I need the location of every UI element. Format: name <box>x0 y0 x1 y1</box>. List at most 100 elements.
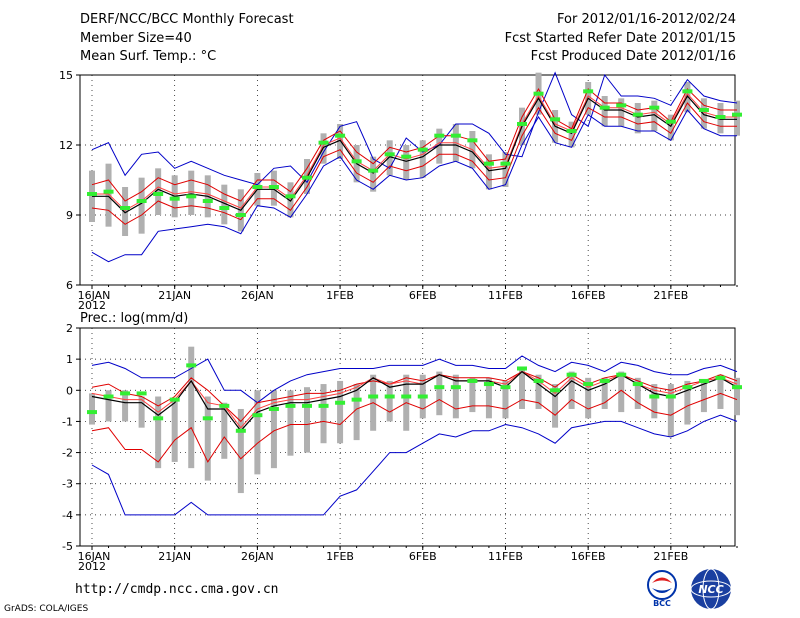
obs-marker <box>252 413 263 418</box>
obs-marker <box>583 89 594 94</box>
obs-marker <box>715 375 726 380</box>
x-tick-label: 1FEB <box>326 550 354 563</box>
ncc-logo-disc <box>691 569 731 609</box>
spread-bar <box>155 168 162 215</box>
obs-marker <box>649 105 660 110</box>
spread-bar <box>122 187 129 236</box>
spread-bar <box>370 156 377 192</box>
spread-bar <box>634 103 641 134</box>
spread-bar <box>138 177 145 234</box>
x-tick-label: 11FEB <box>488 289 523 302</box>
min-line <box>91 414 738 516</box>
lower-quartile-line <box>91 102 737 225</box>
y-tick-label: 2 <box>66 322 73 335</box>
spread-bar <box>634 377 641 409</box>
upper-quartile-line <box>91 371 738 423</box>
spread-bar <box>469 377 476 413</box>
spread-bar <box>734 100 740 136</box>
bcc-logo-ring <box>647 570 677 600</box>
spread-bar <box>155 396 162 469</box>
obs-marker <box>87 410 97 415</box>
y-tick-label: 1 <box>66 353 73 366</box>
spread-bar <box>452 374 459 419</box>
obs-marker <box>235 213 246 217</box>
obs-marker <box>500 385 511 390</box>
obs-marker <box>616 103 627 108</box>
y-tick-label: -1 <box>62 415 73 428</box>
obs-marker <box>120 391 131 396</box>
y-tick-label: 15 <box>59 69 73 82</box>
spread-bar <box>188 170 195 215</box>
spread-bar <box>618 371 625 413</box>
obs-marker <box>219 206 230 210</box>
spread-bar <box>337 124 344 159</box>
obs-marker <box>649 394 660 399</box>
spread-bar <box>717 374 724 409</box>
obs-marker <box>136 199 147 203</box>
obs-marker <box>186 194 197 199</box>
obs-marker <box>235 428 246 433</box>
spread-bar <box>204 396 211 481</box>
lower-quartile-line <box>91 389 738 463</box>
prec-panel-title: Prec.: log(mm/d) <box>80 311 188 326</box>
footer-url[interactable]: http://cmdp.ncc.cma.gov.cn <box>75 582 279 597</box>
obs-marker <box>169 397 180 402</box>
spread-bar <box>221 402 228 459</box>
obs-marker <box>550 388 561 393</box>
obs-marker <box>302 403 312 408</box>
obs-marker <box>153 192 164 196</box>
obs-marker <box>732 112 742 117</box>
obs-marker <box>335 400 346 405</box>
x-tick-label: 21FEB <box>653 289 688 302</box>
obs-marker <box>368 394 379 399</box>
start-date: Fcst Started Refer Date 2012/01/15 <box>504 31 736 46</box>
x-tick-label: 21JAN <box>158 289 191 302</box>
spread-bar <box>419 140 426 178</box>
variable-label: Mean Surf. Temp.: °C <box>80 49 217 64</box>
obs-marker <box>434 385 445 390</box>
obs-marker <box>186 363 197 368</box>
spread-bar <box>89 393 95 425</box>
min-line <box>91 109 737 263</box>
y-tick-label: -3 <box>62 478 73 491</box>
max-line <box>91 355 738 404</box>
obs-marker <box>665 394 676 399</box>
x-tick-label: 21JAN <box>158 550 191 563</box>
obs-marker <box>103 189 114 194</box>
x-tick-label: 2012 <box>78 560 106 573</box>
spread-bar <box>287 182 294 218</box>
spread-bar <box>337 380 344 444</box>
x-tick-label: 21FEB <box>653 550 688 563</box>
obs-marker <box>202 416 213 421</box>
obs-marker <box>434 133 445 138</box>
obs-marker <box>285 194 296 199</box>
spread-bar <box>502 380 509 419</box>
panel-frame <box>79 74 736 286</box>
x-tick-label: 26JAN <box>241 289 274 302</box>
spread-bar <box>585 377 592 419</box>
obs-marker <box>202 199 213 203</box>
x-tick-label: 6FEB <box>409 550 437 563</box>
obs-marker <box>384 152 395 157</box>
spread-bar <box>568 121 575 148</box>
y-tick-label: 12 <box>59 139 73 152</box>
obs-marker <box>401 154 412 159</box>
spread-bar <box>237 408 244 494</box>
spread-bar <box>221 184 228 225</box>
upper-quartile-line <box>91 87 737 202</box>
obs-marker <box>483 161 494 166</box>
spread-bar <box>436 371 443 416</box>
member-size: Member Size=40 <box>80 31 192 46</box>
obs-marker <box>517 366 527 371</box>
obs-marker <box>599 105 610 110</box>
obs-marker <box>335 133 346 138</box>
bcc-logo-swirl-red <box>652 577 672 583</box>
spread-bar <box>568 371 575 409</box>
spread-bar <box>651 100 658 131</box>
obs-marker <box>467 138 478 143</box>
produced-date: Fcst Produced Date 2012/01/16 <box>530 49 736 64</box>
bcc-logo-swirl-blue <box>652 588 672 593</box>
